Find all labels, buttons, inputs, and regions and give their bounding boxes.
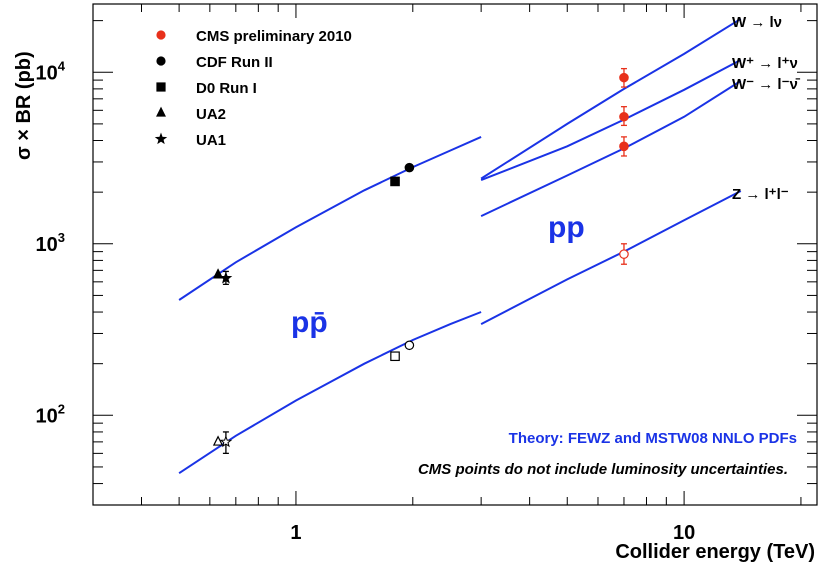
data-point: [212, 435, 224, 446]
legend: CMS preliminary 2010 CDF Run II D0 Run I UA…: [154, 28, 352, 149]
legend-label: D0 Run I: [196, 80, 257, 97]
theory-curve: [178, 311, 482, 475]
cms-luminosity-note: CMS points do not include luminosity unc…: [418, 461, 788, 478]
legend-label: CMS preliminary 2010: [196, 28, 352, 45]
plot-frame: [92, 3, 818, 506]
curve-label: Z → l⁺l⁻: [732, 186, 789, 203]
y-axis-title: σ × BR (pb): [13, 51, 35, 160]
theory-curve: [480, 17, 742, 180]
ppbar-label: pp̄: [291, 306, 328, 339]
data-point: [390, 351, 400, 362]
data-point: [619, 111, 629, 122]
data-points: [212, 67, 629, 455]
legend-label: CDF Run II: [196, 54, 273, 71]
theory-curves: [178, 17, 742, 475]
legend-marker: [154, 132, 168, 145]
x-tick-label: 10: [673, 522, 695, 544]
theory-note: Theory: FEWZ and MSTW08 NNLO PDFs: [509, 430, 797, 447]
data-point: [219, 435, 233, 448]
legend-label: UA1: [196, 132, 226, 149]
data-point: [390, 176, 400, 187]
theory-curve: [480, 80, 742, 218]
curve-labels: W → lν W⁺ → l⁺ν W⁻ → l⁻ν̄ Z → l⁺l⁻: [732, 14, 801, 203]
pp-label: pp: [548, 211, 585, 244]
theory-curve: [480, 190, 742, 325]
curve-label: W⁻ → l⁻ν̄: [732, 76, 801, 93]
y-tick-label: 103: [36, 230, 65, 256]
legend-marker: [156, 82, 166, 92]
data-point: [219, 271, 233, 284]
axis-tick-labels: 1 10 102 103 104: [36, 58, 696, 544]
axis-ticks: [92, 4, 817, 506]
x-axis-title: Collider energy (TeV): [615, 541, 815, 563]
y-tick-label: 104: [36, 58, 66, 84]
x-tick-label: 1: [290, 522, 301, 544]
theory-curve: [178, 135, 482, 301]
legend-marker: [156, 106, 166, 117]
y-tick-label: 102: [36, 401, 65, 427]
data-point: [212, 268, 224, 279]
legend-label: UA2: [196, 106, 226, 123]
data-point: [619, 72, 629, 83]
data-point: [404, 162, 415, 173]
data-point: [404, 340, 415, 351]
curve-label: W⁺ → l⁺ν: [732, 55, 798, 72]
curve-label: W → lν: [732, 14, 782, 31]
legend-marker: [156, 30, 166, 40]
legend-marker: [156, 56, 166, 66]
theory-curve: [480, 59, 742, 182]
data-point: [619, 141, 629, 152]
data-point: [619, 249, 629, 259]
